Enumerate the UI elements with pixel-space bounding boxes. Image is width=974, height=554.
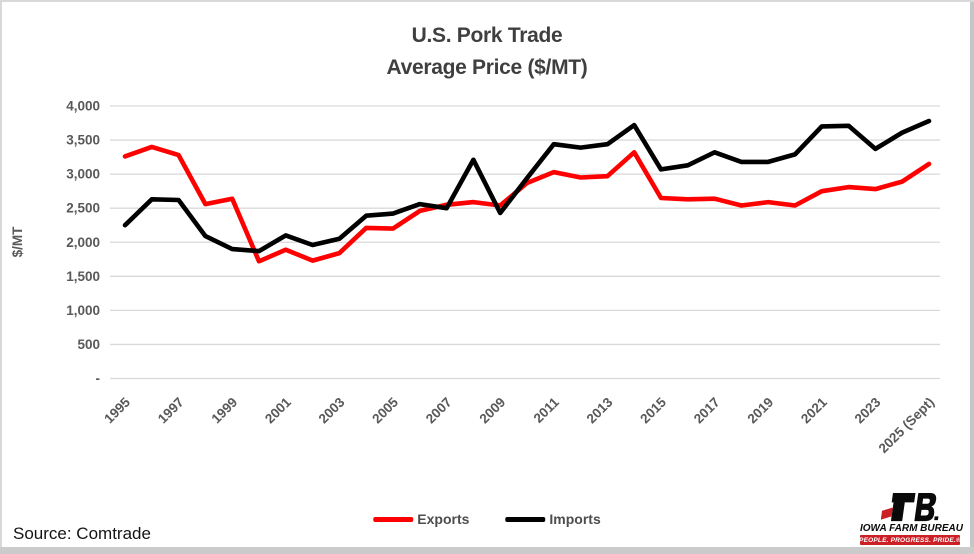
chart-subtitle: Average Price ($/MT) [386, 56, 588, 79]
y-tick-label: 2,500 [66, 201, 100, 216]
logo-brand-text: IOWA FARM BUREAU [860, 523, 963, 534]
exports-line-swatch [373, 516, 414, 522]
y-tick-label: - [96, 371, 101, 386]
bottom-strip [0, 547, 974, 554]
x-tick-label: 1999 [208, 395, 240, 427]
series-line-exports [122, 144, 932, 264]
x-tick-label: 2017 [691, 395, 723, 427]
y-tick-label: 1,500 [66, 269, 100, 284]
x-tick-label: 1995 [101, 394, 133, 426]
x-tick-label: 1997 [155, 395, 187, 427]
gridlines [110, 105, 940, 380]
iowa-farm-bureau-logo: IOWA FARM BUREAU PEOPLE. PROGRESS. PRIDE… [859, 492, 963, 545]
x-tick-label: 2005 [369, 394, 401, 426]
x-tick-label: 2023 [852, 394, 884, 426]
x-tick-label: 2015 [637, 394, 669, 426]
x-tick-label: 2003 [316, 394, 348, 426]
x-tick-label: 2021 [798, 394, 830, 426]
x-tick-label: 2013 [584, 394, 616, 426]
logo-tagline-banner: PEOPLE. PROGRESS. PRIDE.® [859, 535, 961, 545]
y-axis-tick-labels: 4,000 3,500 3,000 2,500 2,000 1,500 1,000 500 - [66, 99, 100, 387]
x-tick-label: 2019 [744, 395, 776, 427]
legend-item-imports: Imports [505, 511, 601, 527]
legend: Exports Imports [373, 511, 601, 527]
y-tick-label: 1,000 [66, 303, 100, 318]
x-tick-label: 2007 [423, 395, 455, 427]
legend-item-exports: Exports [373, 511, 469, 527]
chart-title-block: U.S. Pork Trade Average Price ($/MT) [0, 20, 974, 84]
y-tick-label: 3,000 [66, 167, 100, 182]
x-axis-tick-labels: 1995 1997 1999 2001 2003 2005 2007 2009 2011 2013… [101, 394, 937, 456]
x-tick-label: 2025 (Sept) [876, 395, 938, 457]
legend-label-imports: Imports [549, 511, 601, 527]
y-tick-label: 3,500 [66, 133, 100, 148]
logo-tagline-text: PEOPLE. PROGRESS. PRIDE.® [859, 536, 961, 544]
x-tick-label: 2011 [531, 394, 563, 426]
x-tick-label: 2009 [476, 395, 508, 427]
series-line-imports [122, 118, 932, 254]
chart-title: U.S. Pork Trade [411, 24, 563, 47]
fb-monogram-icon [881, 492, 939, 522]
y-axis-title: $/MT [10, 226, 25, 258]
legend-label-exports: Exports [417, 511, 470, 527]
imports-line-swatch [505, 516, 546, 522]
source-note: Source: Comtrade [13, 524, 151, 543]
y-tick-label: 4,000 [66, 99, 100, 114]
y-tick-label: 500 [77, 337, 100, 352]
x-tick-label: 2001 [262, 394, 294, 426]
y-tick-label: 2,000 [66, 235, 100, 250]
